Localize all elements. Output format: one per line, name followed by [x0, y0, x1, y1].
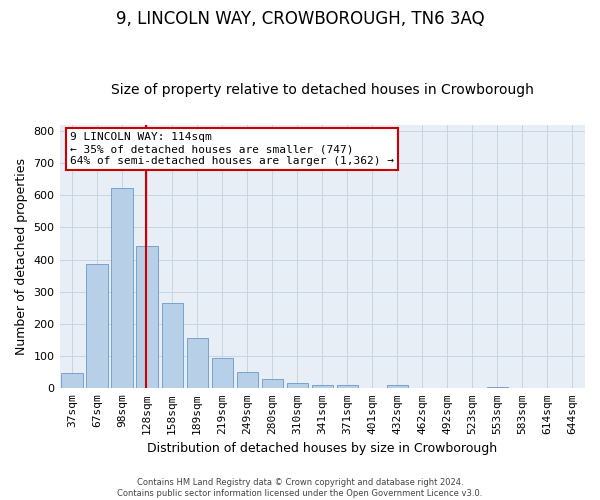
X-axis label: Distribution of detached houses by size in Crowborough: Distribution of detached houses by size …	[147, 442, 497, 455]
Bar	[161, 303, 183, 388]
Bar	[262, 378, 283, 388]
Bar	[212, 358, 233, 388]
Text: Contains HM Land Registry data © Crown copyright and database right 2024.
Contai: Contains HM Land Registry data © Crown c…	[118, 478, 482, 498]
Text: 9, LINCOLN WAY, CROWBOROUGH, TN6 3AQ: 9, LINCOLN WAY, CROWBOROUGH, TN6 3AQ	[116, 10, 484, 28]
Bar	[187, 338, 208, 388]
Text: 9 LINCOLN WAY: 114sqm
← 35% of detached houses are smaller (747)
64% of semi-det: 9 LINCOLN WAY: 114sqm ← 35% of detached …	[70, 132, 394, 166]
Bar	[61, 373, 83, 388]
Bar	[287, 384, 308, 388]
Bar	[311, 385, 333, 388]
Title: Size of property relative to detached houses in Crowborough: Size of property relative to detached ho…	[111, 83, 534, 97]
Bar	[86, 264, 108, 388]
Bar	[136, 246, 158, 388]
Bar	[337, 385, 358, 388]
Bar	[112, 188, 133, 388]
Y-axis label: Number of detached properties: Number of detached properties	[15, 158, 28, 355]
Bar	[487, 386, 508, 388]
Bar	[387, 385, 408, 388]
Bar	[236, 372, 258, 388]
